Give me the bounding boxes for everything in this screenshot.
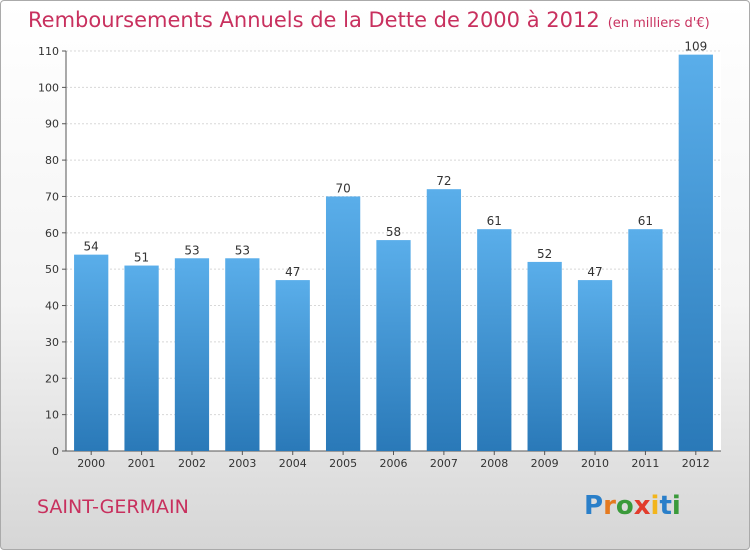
x-tick-label: 2008: [480, 457, 508, 470]
title-text: Remboursements Annuels de la Dette de 20…: [28, 8, 600, 32]
bar: [174, 258, 210, 451]
x-tick-label: 2000: [77, 457, 105, 470]
data-label: 58: [386, 225, 401, 239]
x-tick-label: 2004: [279, 457, 307, 470]
y-tick-label: 80: [45, 154, 59, 167]
y-tick-label: 10: [45, 409, 59, 422]
y-tick-label: 20: [45, 372, 59, 385]
x-tick-label: 2007: [430, 457, 458, 470]
logo-letter: i: [650, 491, 660, 521]
x-tick-label: 2003: [228, 457, 256, 470]
location-name: SAINT-GERMAIN: [37, 496, 189, 518]
logo-letter: x: [633, 491, 651, 521]
data-label: 61: [487, 214, 502, 228]
x-tick-label: 2001: [128, 457, 156, 470]
logo-letter: r: [603, 491, 616, 521]
x-tick-label: 2009: [531, 457, 559, 470]
data-label: 47: [285, 265, 300, 279]
y-tick-label: 90: [45, 118, 59, 131]
data-label: 51: [134, 251, 149, 265]
proxiti-logo: Proxiti: [584, 491, 681, 521]
chart-title: Remboursements Annuels de la Dette de 20…: [28, 8, 710, 32]
x-tick-label: 2002: [178, 457, 206, 470]
bar: [376, 240, 411, 451]
data-label: 109: [684, 40, 707, 54]
y-tick-label: 60: [45, 227, 59, 240]
data-label: 72: [436, 174, 451, 188]
bar: [628, 229, 663, 451]
bar: [477, 229, 512, 451]
bar: [527, 261, 562, 451]
data-label: 70: [335, 181, 350, 195]
y-tick-label: 30: [45, 336, 59, 349]
x-tick-label: 2012: [682, 457, 710, 470]
logo-letter: i: [671, 491, 681, 521]
bar: [225, 258, 260, 451]
logo-letter: o: [615, 491, 634, 521]
bar: [325, 196, 361, 451]
y-tick-label: 110: [38, 45, 59, 58]
title-unit: (en milliers d'€): [607, 16, 710, 31]
y-tick-label: 0: [52, 445, 59, 458]
y-tick-label: 100: [38, 81, 59, 94]
x-tick-label: 2011: [631, 457, 659, 470]
bar: [124, 265, 159, 451]
logo-letter: P: [584, 491, 604, 521]
bar: [426, 189, 462, 451]
bar: [275, 280, 310, 451]
logo-letter: t: [659, 491, 672, 521]
data-label: 54: [84, 240, 99, 254]
data-label: 53: [184, 243, 199, 257]
y-tick-label: 50: [45, 263, 59, 276]
y-tick-label: 70: [45, 190, 59, 203]
data-label: 61: [638, 214, 653, 228]
bar: [577, 280, 613, 451]
y-tick-label: 40: [45, 300, 59, 313]
bar: [678, 54, 713, 452]
data-label: 52: [537, 247, 552, 261]
data-label: 53: [235, 243, 250, 257]
x-tick-label: 2006: [380, 457, 408, 470]
x-tick-label: 2005: [329, 457, 357, 470]
x-tick-label: 2010: [581, 457, 609, 470]
bar: [74, 254, 109, 451]
data-label: 47: [587, 265, 602, 279]
